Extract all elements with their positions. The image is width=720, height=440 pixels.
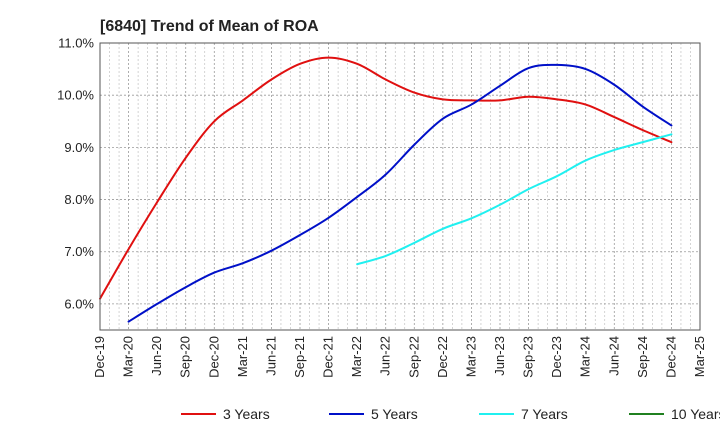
x-tick-label: Sep-24 bbox=[635, 336, 650, 378]
axes: 6.0% 7.0% 8.0% 9.0% 10.0% 11.0% Dec-19 Mar-20 Ju… bbox=[57, 36, 707, 378]
x-tick-label: Jun-23 bbox=[492, 336, 507, 376]
legend: 3 Years 5 Years 7 Years 10 Years bbox=[181, 406, 720, 422]
x-tick-label: Dec-24 bbox=[663, 336, 678, 378]
x-tick-label: Sep-23 bbox=[521, 336, 536, 378]
y-tick-label: 11.0% bbox=[58, 36, 94, 51]
legend-label-10-years: 10 Years bbox=[671, 406, 720, 422]
x-tick-label: Sep-20 bbox=[178, 336, 193, 378]
x-tick-label: Mar-25 bbox=[692, 336, 707, 377]
y-tick-label: 6.0% bbox=[64, 296, 94, 311]
x-tick-label: Dec-22 bbox=[435, 336, 450, 378]
x-tick-label: Dec-23 bbox=[549, 336, 564, 378]
x-tick-label: Mar-21 bbox=[235, 336, 250, 377]
chart-title: [6840] Trend of Mean of ROA bbox=[100, 18, 319, 35]
legend-label-7-years: 7 Years bbox=[521, 406, 568, 422]
x-tick-label: Mar-20 bbox=[121, 336, 136, 377]
y-tick-label: 8.0% bbox=[64, 192, 94, 207]
x-tick-label: Dec-20 bbox=[206, 336, 221, 378]
plot-border bbox=[99, 42, 701, 331]
y-tick-label: 10.0% bbox=[57, 88, 94, 103]
x-tick-label: Mar-24 bbox=[578, 336, 593, 377]
legend-label-5-years: 5 Years bbox=[371, 406, 418, 422]
y-tick-label: 7.0% bbox=[64, 244, 94, 259]
x-tick-label: Sep-21 bbox=[292, 336, 307, 378]
series-line-3-years bbox=[99, 56, 673, 300]
x-tick-label: Jun-24 bbox=[606, 336, 621, 376]
x-tick-label: Jun-21 bbox=[263, 336, 278, 376]
x-tick-label: Jun-20 bbox=[149, 336, 164, 376]
x-tick-label: Mar-22 bbox=[349, 336, 364, 377]
x-tick-label: Jun-22 bbox=[378, 336, 393, 376]
x-tick-label: Dec-21 bbox=[321, 336, 336, 378]
x-tick-label: Sep-22 bbox=[406, 336, 421, 378]
legend-label-3-years: 3 Years bbox=[223, 406, 270, 422]
y-tick-label: 9.0% bbox=[64, 140, 94, 155]
x-tick-label: Dec-19 bbox=[92, 336, 107, 378]
series-line-5-years bbox=[127, 63, 673, 323]
x-tick-label: Mar-23 bbox=[463, 336, 478, 377]
plot-area bbox=[100, 43, 700, 330]
series-layer bbox=[99, 56, 673, 323]
series-line-7-years bbox=[356, 133, 673, 266]
